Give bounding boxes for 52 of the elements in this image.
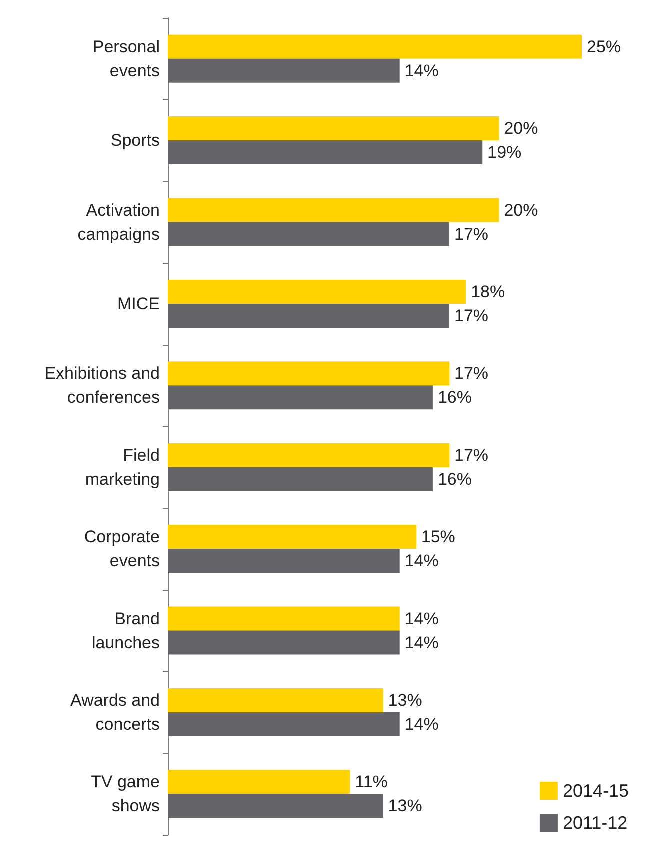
- data-label: 13%: [388, 796, 422, 816]
- bar: [168, 140, 483, 165]
- bar: [168, 34, 582, 59]
- bar: [168, 606, 400, 631]
- data-label: 16%: [438, 388, 472, 408]
- y-tick-label: Exhibitions and conferences: [44, 364, 160, 408]
- bar: [168, 386, 433, 410]
- bar: [168, 198, 500, 222]
- data-label: 14%: [404, 552, 439, 571]
- data-label: 14%: [404, 714, 439, 734]
- bar: [168, 525, 416, 550]
- bar: [168, 688, 384, 712]
- data-label: 17%: [454, 364, 489, 384]
- data-label: 13%: [388, 690, 422, 710]
- bar: [168, 280, 466, 304]
- data-label: 14%: [404, 633, 439, 652]
- data-label: 17%: [454, 446, 489, 465]
- bar: [168, 549, 400, 574]
- y-tick-label: Awards and concerts: [70, 690, 160, 734]
- bar: [168, 467, 433, 492]
- y-tick-label: Field marketing: [85, 446, 160, 489]
- data-label: 20%: [504, 119, 538, 138]
- y-tick-label: Corporate events: [84, 528, 160, 571]
- bar: [168, 630, 400, 655]
- y-tick-label: Personal events: [92, 37, 160, 80]
- bar: [168, 222, 450, 246]
- data-label: 17%: [454, 306, 489, 326]
- legend-label: 2014-15: [562, 781, 630, 801]
- y-tick-label: Activation campaigns: [78, 200, 160, 244]
- data-label: 16%: [438, 470, 472, 489]
- bar: [168, 58, 400, 83]
- y-tick-label: MICE: [118, 294, 160, 314]
- data-label: 14%: [404, 61, 439, 80]
- bar: [168, 362, 450, 386]
- bar: [168, 116, 500, 141]
- bar: [168, 304, 450, 328]
- data-label: 17%: [454, 224, 489, 244]
- y-tick-label: Sports: [110, 131, 160, 150]
- data-label: 11%: [355, 772, 388, 792]
- data-label: 19%: [488, 143, 522, 162]
- bar: [168, 712, 400, 736]
- bar: [168, 770, 350, 794]
- data-label: 25%: [587, 37, 622, 56]
- bar: [168, 794, 384, 818]
- data-label: 15%: [421, 528, 456, 547]
- data-label: 14%: [404, 609, 439, 628]
- legend-label: 2011-12: [562, 813, 628, 833]
- data-label: 18%: [471, 282, 506, 302]
- y-tick-label: TV game shows: [91, 772, 160, 816]
- data-label: 20%: [504, 200, 538, 220]
- y-tick-label: Brand launches: [92, 609, 160, 652]
- bar: [168, 443, 450, 468]
